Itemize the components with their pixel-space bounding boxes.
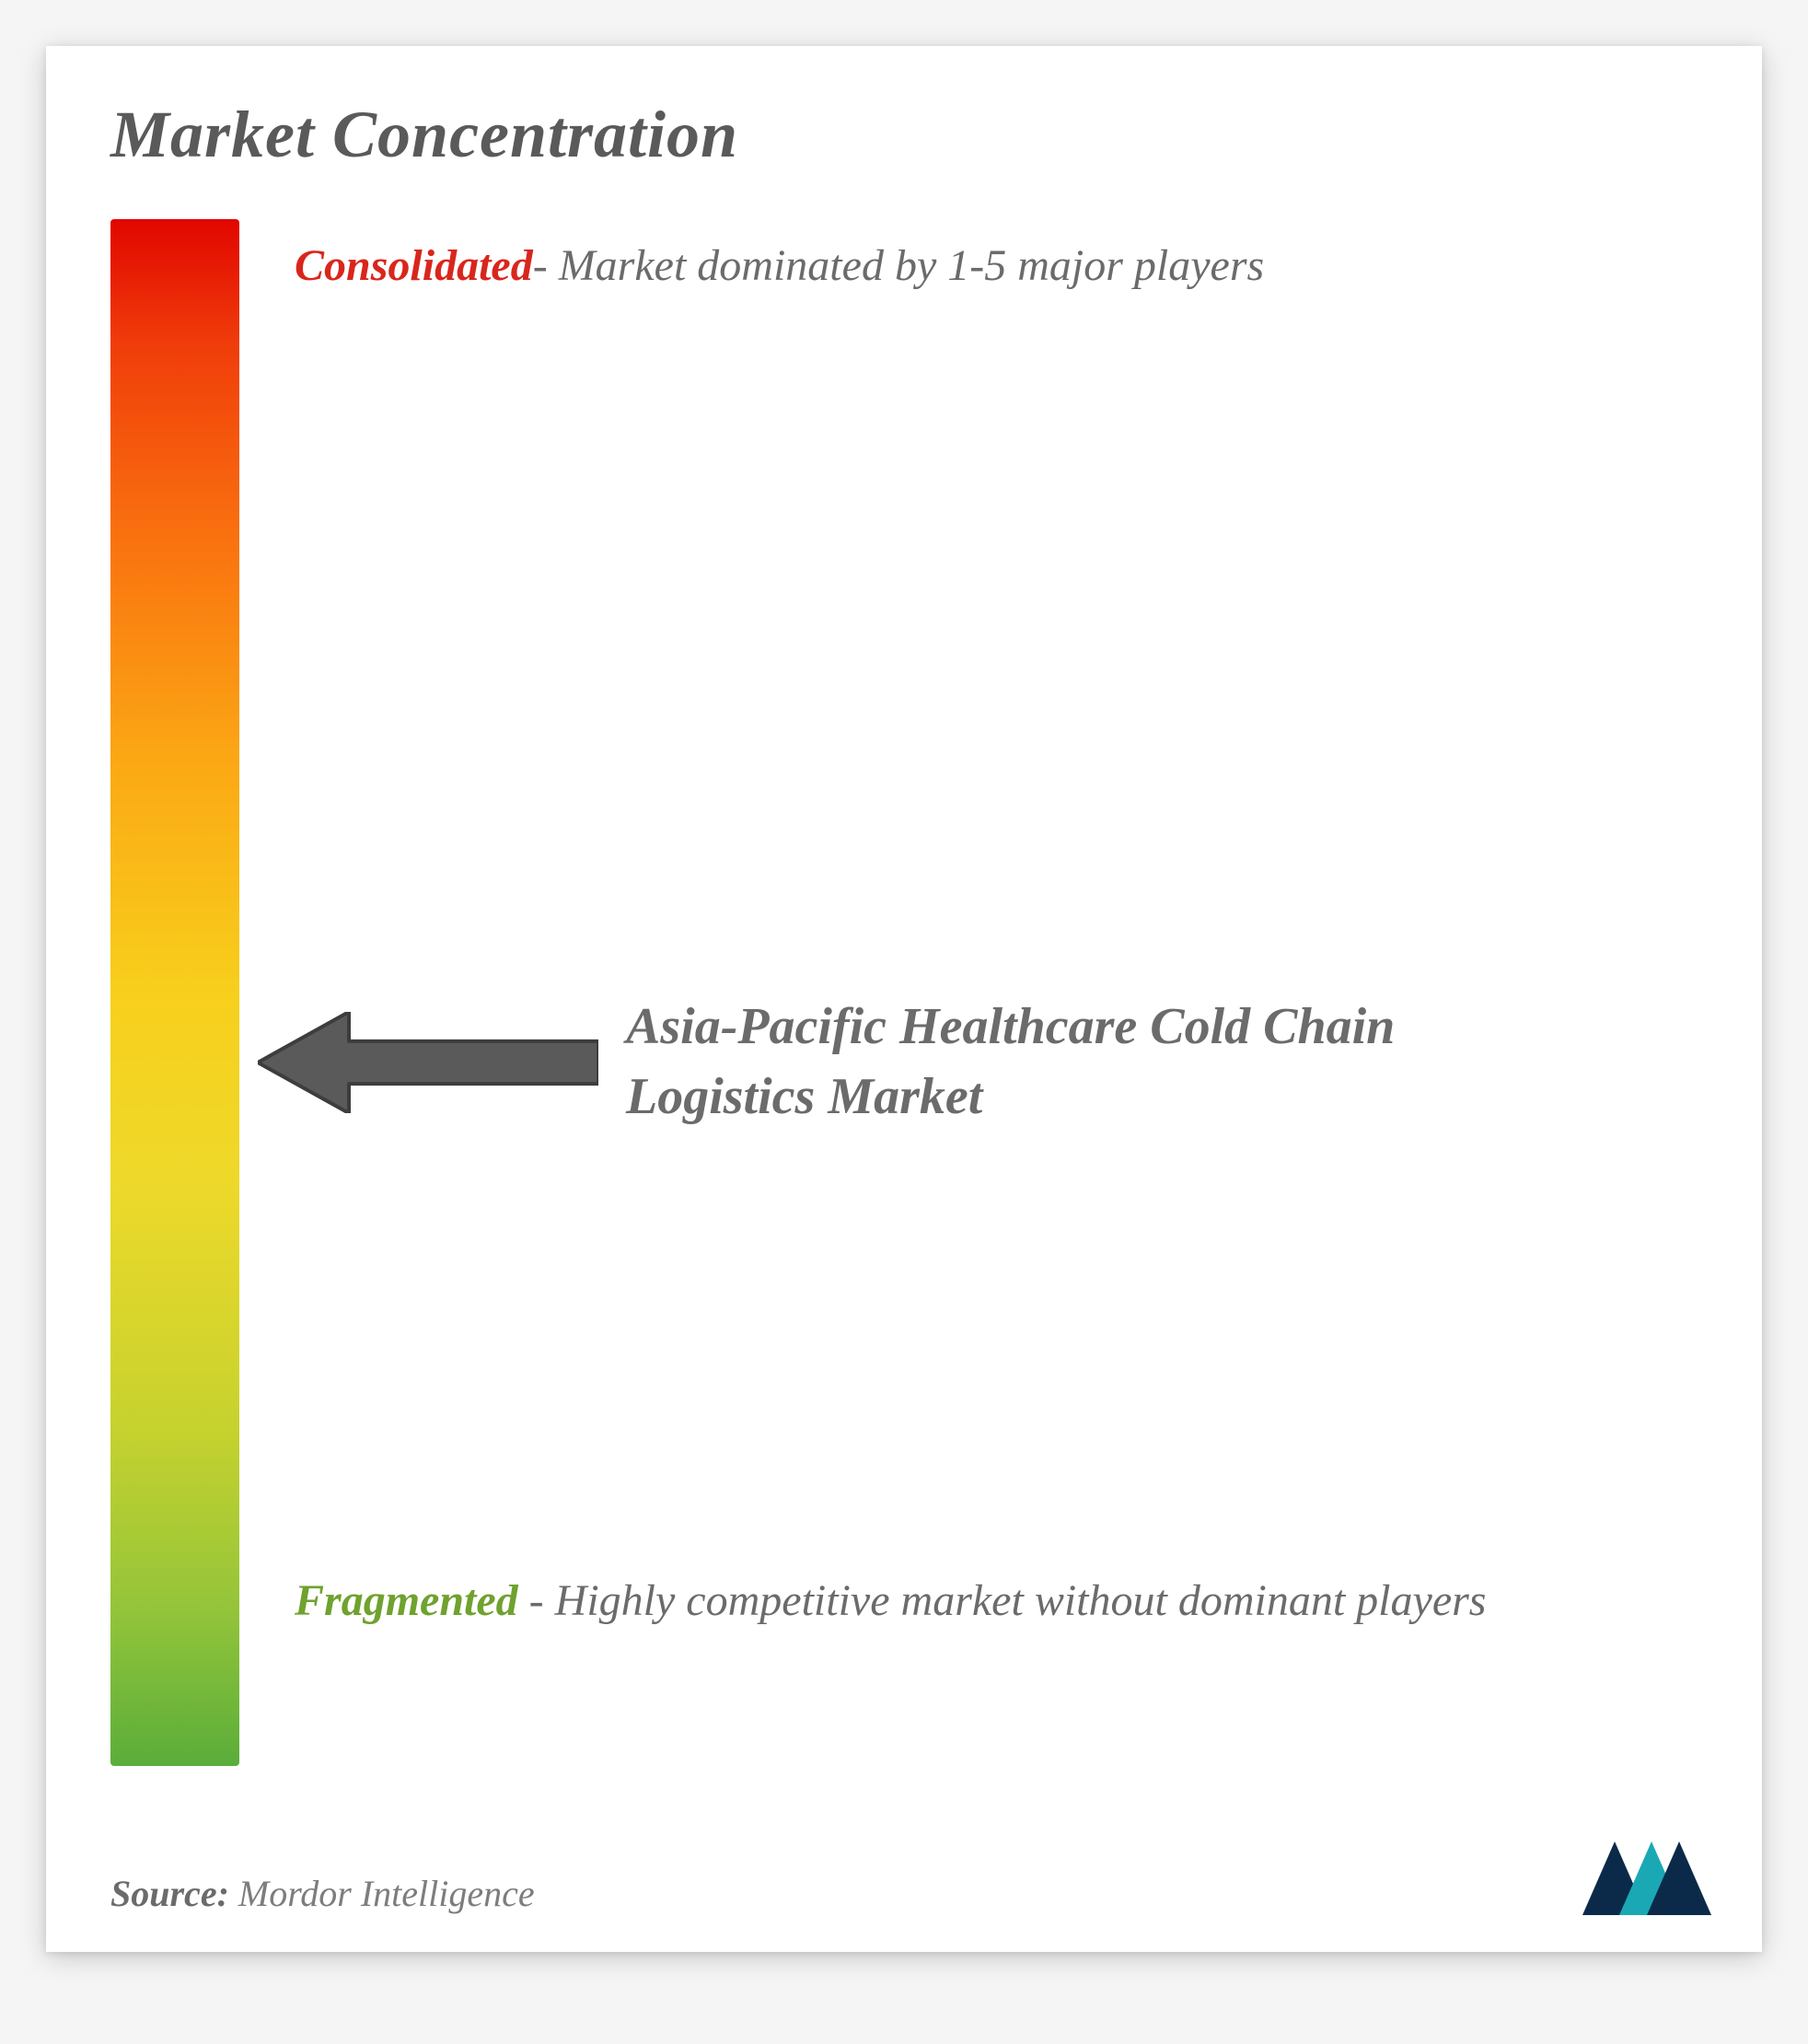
card-title: Market Concentration [110,97,1698,173]
fragmented-term: Fragmented [295,1576,518,1625]
source-value: Mordor Intelligence [238,1873,535,1914]
arrow-left-icon [258,1012,598,1113]
consolidated-term: Consolidated [295,241,533,290]
concentration-gradient-bar [110,219,239,1766]
market-name-label: Asia-Pacific Healthcare Cold Chain Logis… [626,993,1593,1132]
source-label: Source: [110,1873,229,1914]
fragmented-description: - Highly competitive market without domi… [518,1576,1487,1625]
consolidated-description: - Market dominated by 1-5 major players [533,241,1265,290]
brand-logo-icon [1582,1828,1711,1920]
fragmented-label: Fragmented - Highly competitive market w… [295,1563,1486,1639]
consolidated-label: Consolidated- Market dominated by 1-5 ma… [295,228,1264,304]
source-attribution: Source: Mordor Intelligence [110,1872,535,1915]
info-card: Market Concentration Consolidated- Marke… [46,46,1762,1952]
market-pointer: Asia-Pacific Healthcare Cold Chain Logis… [258,993,1593,1132]
content-area: Consolidated- Market dominated by 1-5 ma… [110,219,1698,1803]
